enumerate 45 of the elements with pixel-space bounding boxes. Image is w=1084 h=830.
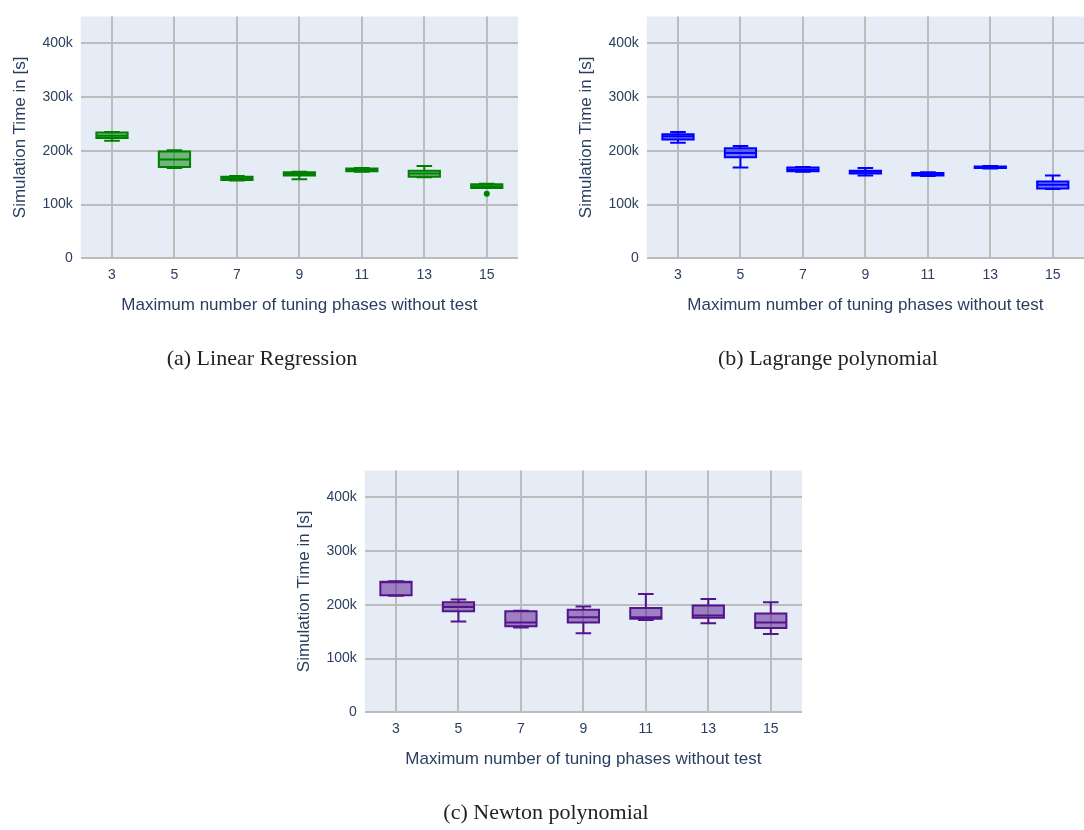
x-tick-label: 11 <box>920 265 936 282</box>
x-tick-label: 3 <box>108 265 117 282</box>
x-tick-label: 7 <box>517 719 526 736</box>
x-tick-label: 15 <box>478 265 495 282</box>
x-tick-label: 15 <box>1044 265 1061 282</box>
y-axis-title: Simulation Time in [s] <box>575 56 595 219</box>
y-tick-label: 0 <box>348 703 357 720</box>
y-tick-label: 200k <box>326 595 358 612</box>
y-tick-label: 100k <box>42 195 74 212</box>
x-tick-label: 15 <box>762 719 779 736</box>
x-axis-title: Maximum number of tuning phases without test <box>405 749 762 769</box>
x-tick-label: 9 <box>579 719 588 736</box>
y-tick-label: 0 <box>630 249 639 266</box>
y-axis-title: Simulation Time in [s] <box>9 56 29 219</box>
x-tick-label: 5 <box>736 265 745 282</box>
y-tick-label: 400k <box>608 34 640 51</box>
y-tick-label: 0 <box>64 249 73 266</box>
y-tick-label: 100k <box>326 649 358 666</box>
y-axis-title: Simulation Time in [s] <box>293 510 313 673</box>
y-tick-label: 400k <box>326 488 358 505</box>
x-axis-title: Maximum number of tuning phases without test <box>121 295 478 315</box>
x-tick-label: 5 <box>454 719 463 736</box>
x-tick-label: 7 <box>233 265 242 282</box>
x-tick-label: 7 <box>799 265 808 282</box>
y-tick-label: 200k <box>42 141 74 158</box>
x-tick-label: 9 <box>295 265 304 282</box>
x-tick-label: 3 <box>392 719 401 736</box>
x-tick-label: 3 <box>674 265 683 282</box>
y-tick-label: 100k <box>608 195 640 212</box>
x-tick-label: 13 <box>416 265 433 282</box>
text: (c) Newton polynomial <box>443 798 649 824</box>
y-tick-label: 200k <box>608 141 640 158</box>
x-axis-title: Maximum number of tuning phases without test <box>687 295 1044 315</box>
y-tick-label: 300k <box>326 541 358 558</box>
x-tick-label: 11 <box>354 265 370 282</box>
x-tick-label: 13 <box>700 719 717 736</box>
text: (a) Linear Regression <box>166 344 358 370</box>
x-tick-label: 13 <box>982 265 999 282</box>
text: (b) Lagrange polynomial <box>718 344 938 370</box>
y-tick-label: 300k <box>42 87 74 104</box>
x-tick-label: 11 <box>638 719 654 736</box>
y-tick-label: 300k <box>608 87 640 104</box>
y-tick-label: 400k <box>42 34 74 51</box>
x-tick-label: 9 <box>861 265 870 282</box>
x-tick-label: 5 <box>170 265 179 282</box>
